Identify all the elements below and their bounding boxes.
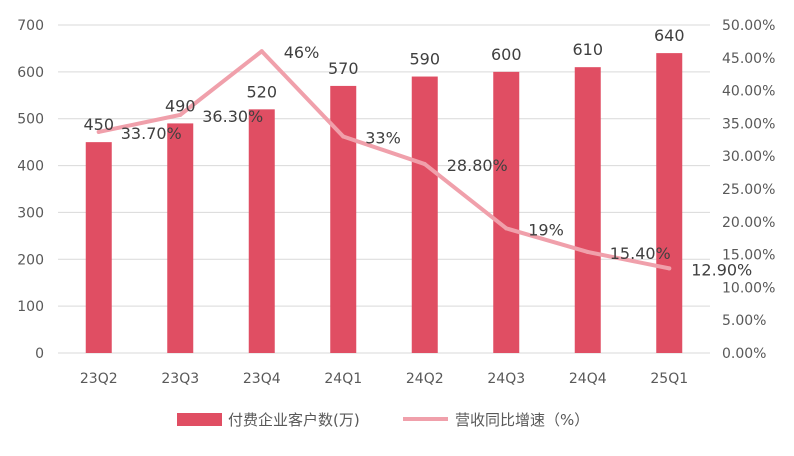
bar [493,71,520,353]
bar-value-label: 520 [246,82,277,101]
line-value-label: 19% [528,220,564,239]
line-point [504,226,509,231]
x-axis: 23Q2 23Q3 23Q4 24Q1 24Q2 24Q3 24Q4 25Q1 [80,371,688,387]
bar [656,53,683,353]
data-labels: 450 490 520 570 590 600 610 640 33.70% 36.30% 46% 3… [83,26,752,279]
bar [85,142,112,353]
line-point [422,162,427,167]
y-right-tick-label: 25.00% [722,182,775,198]
line-point [667,266,672,271]
y-left-tick-label: 500 [17,112,44,128]
bar [411,76,438,354]
bar-value-label: 490 [165,96,196,115]
legend: 付费企业客户数(万) 营收同比增速（%） [177,411,589,429]
line-point [96,129,101,134]
line-value-label: 28.80% [447,156,508,175]
y-axis-right: 0.00% 5.00% 10.00% 15.00% 20.00% 25.00% 30.00%… [722,18,775,362]
bar [330,85,357,354]
bar-value-label: 610 [572,40,603,59]
y-left-tick-label: 700 [17,18,44,34]
y-axis-left: 0 100 200 300 400 500 600 700 [17,18,44,362]
y-right-tick-label: 40.00% [722,84,775,100]
line-point [178,112,183,117]
x-tick-label: 24Q3 [487,371,525,387]
line-value-label: 33.70% [121,124,182,143]
bar-value-label: 590 [409,50,440,69]
x-tick-label: 24Q2 [406,371,444,387]
line-point [259,49,264,54]
line-point [341,134,346,139]
y-left-tick-label: 300 [17,205,44,221]
x-tick-label: 23Q4 [243,371,281,387]
y-left-tick-label: 0 [35,346,44,362]
y-right-tick-label: 0.00% [722,346,766,362]
y-right-tick-label: 30.00% [722,149,775,165]
x-tick-label: 23Q2 [80,371,118,387]
legend-bar-swatch [177,413,222,426]
y-right-tick-label: 10.00% [722,280,775,296]
growth-line [96,49,672,271]
y-right-tick-label: 5.00% [722,313,766,329]
y-left-tick-label: 400 [17,159,44,175]
y-left-tick-label: 600 [17,65,44,81]
y-left-tick-label: 200 [17,252,44,268]
legend-bar-label: 付费企业客户数(万) [228,411,360,429]
bar-value-label: 570 [328,59,359,78]
line-point [585,249,590,254]
line-series [96,49,672,271]
y-right-tick-label: 15.00% [722,248,775,264]
line-value-label: 33% [365,129,401,148]
x-tick-label: 23Q3 [161,371,199,387]
line-value-label: 46% [284,43,320,62]
bar-value-label: 450 [83,115,114,134]
bar [574,67,601,354]
bar [167,123,194,354]
legend-line-label: 营收同比增速（%） [455,411,589,429]
line-value-label: 12.90% [691,260,752,279]
y-right-tick-label: 45.00% [722,51,775,67]
y-right-tick-label: 35.00% [722,116,775,132]
bar-value-label: 640 [654,26,685,45]
bar-series [85,53,683,354]
line-value-label: 15.40% [610,244,671,263]
x-tick-label: 24Q4 [569,371,607,387]
bar-value-label: 600 [491,45,522,64]
gridlines [58,24,710,354]
line-value-label: 36.30% [202,107,263,126]
bar [248,109,275,353]
y-right-tick-label: 50.00% [722,18,775,34]
x-tick-label: 25Q1 [650,371,688,387]
x-tick-label: 24Q1 [324,371,362,387]
y-left-tick-label: 100 [17,299,44,315]
y-right-tick-label: 20.00% [722,215,775,231]
